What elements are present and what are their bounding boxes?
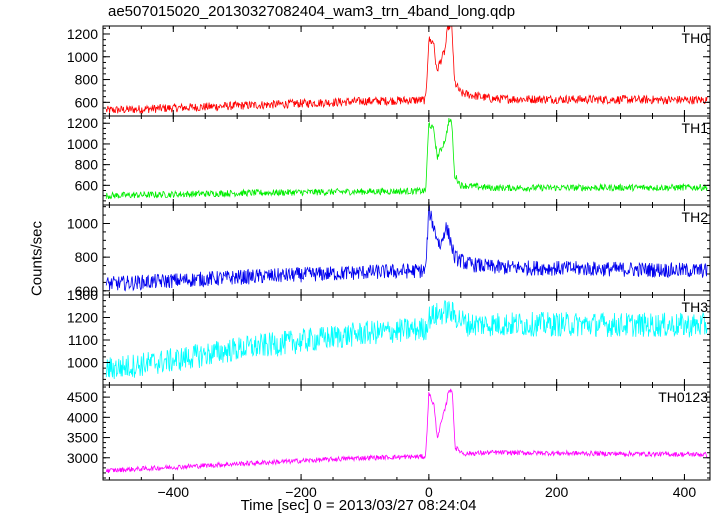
panel-label-th0: TH0 xyxy=(682,30,709,46)
y-tick-label: 800 xyxy=(75,72,99,88)
series-line-th3 xyxy=(105,299,708,380)
y-tick-label: 1000 xyxy=(67,355,98,371)
x-tick-label: −200 xyxy=(285,484,317,500)
chart-title: ae507015020_20130327082404_wam3_trn_4ban… xyxy=(108,3,516,20)
series-line-th0 xyxy=(105,25,708,114)
panel-frame-th3 xyxy=(102,294,711,386)
y-tick-label: 1000 xyxy=(67,136,98,152)
panel-label-th1: TH1 xyxy=(682,120,709,136)
x-tick-label: 200 xyxy=(545,484,569,500)
series-line-th2 xyxy=(105,204,708,292)
y-tick-label: 800 xyxy=(75,249,99,265)
panel-frame-th2 xyxy=(102,204,711,296)
y-tick-label: 1200 xyxy=(67,115,98,131)
y-tick-label: 600 xyxy=(75,94,99,110)
y-tick-label: 600 xyxy=(75,177,99,193)
y-tick-label: 4000 xyxy=(67,409,98,425)
series-line-th0123 xyxy=(105,388,708,474)
x-tick-label: 0 xyxy=(425,484,433,500)
y-tick-label: 800 xyxy=(75,157,99,173)
y-tick-label: 3500 xyxy=(67,430,98,446)
y-tick-label: 1000 xyxy=(67,49,98,65)
panel-label-th2: TH2 xyxy=(682,209,709,225)
x-tick-label: −400 xyxy=(158,484,190,500)
panel-label-th0123: TH0123 xyxy=(658,389,708,405)
y-tick-label: 4500 xyxy=(67,389,98,405)
y-tick-label: 600 xyxy=(75,283,99,299)
y-tick-label: 1100 xyxy=(68,332,98,348)
y-tick-label: 1300 xyxy=(67,287,98,303)
panel-label-th3: TH3 xyxy=(682,299,709,315)
y-tick-label: 1200 xyxy=(67,26,98,42)
x-axis-label: Time [sec] 0 = 2013/03/27 08:24:04 xyxy=(240,497,477,514)
y-tick-label: 1000 xyxy=(67,216,98,232)
series-line-th1 xyxy=(105,117,708,200)
x-tick-label: 400 xyxy=(673,484,697,500)
y-tick-label: 3000 xyxy=(67,450,98,466)
y-tick-label: 1200 xyxy=(67,310,98,326)
